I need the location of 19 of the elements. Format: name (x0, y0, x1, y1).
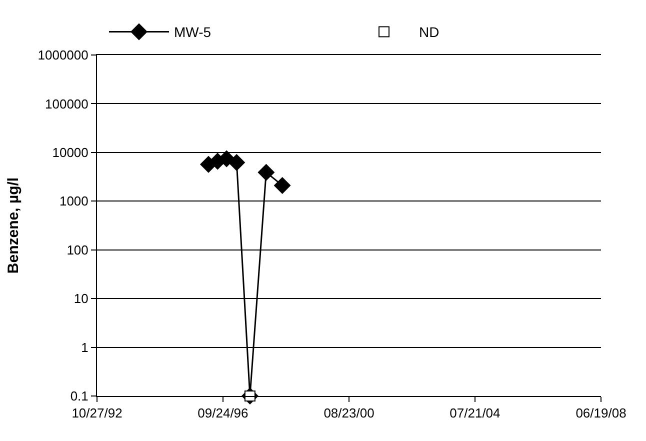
y-tick-label: 100 (66, 242, 88, 258)
legend-label: MW-5 (174, 24, 212, 40)
y-tick-label: 10000 (52, 144, 88, 160)
x-tick-label: 09/24/96 (198, 406, 248, 421)
point (258, 164, 274, 181)
legend-label: ND (419, 24, 440, 40)
y-tick-label: 100000 (45, 96, 88, 112)
y-tick-label: 1000000 (38, 48, 88, 63)
x-tick-label: 07/21/04 (450, 406, 500, 421)
x-tick-label: 10/27/92 (72, 406, 122, 421)
y-axis-title: Benzene, µg/l (5, 177, 22, 274)
point (228, 154, 245, 171)
point (274, 177, 291, 194)
y-tick-label: 10 (74, 291, 88, 306)
y-tick-label: 0.1 (70, 388, 88, 404)
x-tick-label: 06/19/08 (576, 406, 626, 421)
y-tick-label: 1000 (59, 194, 88, 209)
y-tick-label: 1 (81, 340, 88, 355)
x-tick-label: 08/23/00 (324, 406, 374, 421)
